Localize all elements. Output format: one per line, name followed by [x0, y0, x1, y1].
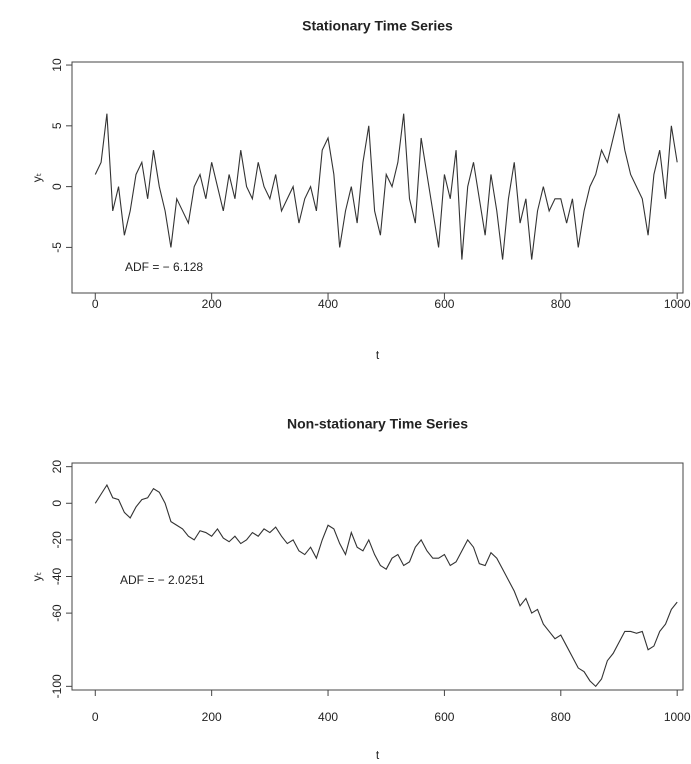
chart-title: Stationary Time Series	[302, 18, 453, 34]
x-tick-label: 1000	[664, 710, 691, 724]
y-tick-label: 0	[50, 500, 64, 507]
y-tick-label: -60	[50, 604, 64, 622]
y-tick-label: -100	[50, 674, 64, 698]
chart-title: Non-stationary Time Series	[287, 416, 468, 432]
x-tick-label: 200	[202, 297, 222, 311]
y-axis-label: yₜ	[30, 572, 44, 582]
x-tick-label: 1000	[664, 297, 691, 311]
chart: Stationary Time Series 0 200 400 600 800 1000 -…	[30, 18, 691, 362]
y-tick-label: 0	[50, 183, 64, 190]
y-tick-label: 20	[50, 460, 64, 474]
x-tick-label: 400	[318, 710, 338, 724]
annotation: ADF = − 6.128	[125, 260, 203, 274]
x-tick-label: 800	[551, 297, 571, 311]
x-tick-label: 0	[92, 297, 99, 311]
y-tick-label: -5	[50, 242, 64, 253]
y-tick-label: -20	[50, 531, 64, 549]
x-tick-label: 800	[551, 710, 571, 724]
plot-frame	[71, 61, 684, 294]
y-tick-label: 5	[50, 122, 64, 129]
x-axis-label: t	[376, 748, 380, 762]
y-tick-label: 10	[50, 58, 64, 72]
series-line	[94, 483, 678, 688]
y-tick-label: -40	[50, 568, 64, 586]
annotation: ADF = − 2.0251	[120, 573, 205, 587]
x-tick-label: 600	[434, 710, 454, 724]
x-tick-label: 0	[92, 710, 99, 724]
series-line	[94, 113, 678, 260]
x-tick-label: 400	[318, 297, 338, 311]
x-tick-label: 200	[202, 710, 222, 724]
x-tick-label: 600	[434, 297, 454, 311]
x-axis-label: t	[376, 348, 380, 362]
y-axis-label: yₜ	[30, 173, 44, 183]
